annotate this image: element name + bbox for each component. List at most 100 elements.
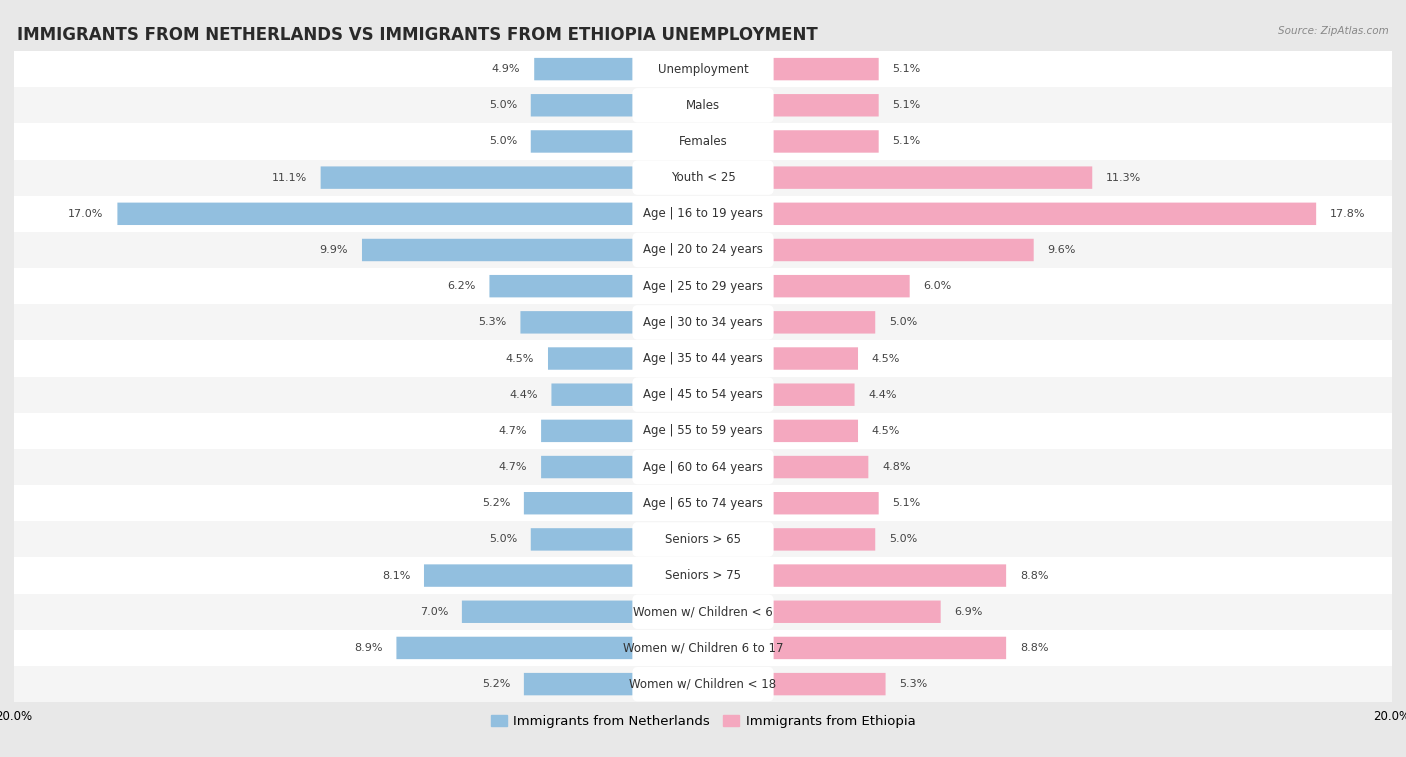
Text: 5.3%: 5.3% [900,679,928,689]
FancyBboxPatch shape [633,594,773,629]
Bar [14,232,1392,268]
FancyBboxPatch shape [703,58,879,80]
Text: 5.0%: 5.0% [489,100,517,111]
Text: 9.9%: 9.9% [319,245,349,255]
Text: 8.9%: 8.9% [354,643,382,653]
Text: 4.5%: 4.5% [506,354,534,363]
Text: 5.0%: 5.0% [889,534,917,544]
FancyBboxPatch shape [703,311,875,334]
Bar [14,341,1392,376]
Text: 4.9%: 4.9% [492,64,520,74]
Bar [14,449,1392,485]
FancyBboxPatch shape [524,673,703,696]
Text: 11.1%: 11.1% [271,173,307,182]
FancyBboxPatch shape [633,486,773,520]
Text: 4.5%: 4.5% [872,426,900,436]
Text: 17.0%: 17.0% [69,209,104,219]
Text: 6.2%: 6.2% [447,281,475,291]
Text: 7.0%: 7.0% [420,607,449,617]
Text: 5.1%: 5.1% [893,100,921,111]
FancyBboxPatch shape [703,347,858,369]
FancyBboxPatch shape [703,673,886,696]
Text: Unemployment: Unemployment [658,63,748,76]
Bar [14,413,1392,449]
Bar [14,522,1392,557]
Text: 17.8%: 17.8% [1330,209,1365,219]
Bar [14,268,1392,304]
Bar [14,304,1392,341]
Text: Age | 16 to 19 years: Age | 16 to 19 years [643,207,763,220]
FancyBboxPatch shape [703,565,1007,587]
Text: Women w/ Children 6 to 17: Women w/ Children 6 to 17 [623,641,783,655]
FancyBboxPatch shape [531,94,703,117]
Text: 5.0%: 5.0% [489,136,517,146]
Bar [14,666,1392,702]
Text: Age | 60 to 64 years: Age | 60 to 64 years [643,460,763,474]
FancyBboxPatch shape [633,413,773,448]
Bar [14,87,1392,123]
Bar [14,160,1392,196]
FancyBboxPatch shape [633,52,773,86]
FancyBboxPatch shape [425,565,703,587]
Bar [14,485,1392,522]
FancyBboxPatch shape [703,130,879,153]
FancyBboxPatch shape [633,667,773,701]
Text: 4.7%: 4.7% [499,426,527,436]
FancyBboxPatch shape [524,492,703,515]
Text: Males: Males [686,98,720,112]
Text: 4.7%: 4.7% [499,462,527,472]
FancyBboxPatch shape [633,124,773,159]
FancyBboxPatch shape [703,492,879,515]
FancyBboxPatch shape [361,238,703,261]
Text: 8.8%: 8.8% [1019,571,1049,581]
FancyBboxPatch shape [461,600,703,623]
FancyBboxPatch shape [633,631,773,665]
Text: 8.8%: 8.8% [1019,643,1049,653]
Text: 5.1%: 5.1% [893,64,921,74]
FancyBboxPatch shape [520,311,703,334]
Text: 5.3%: 5.3% [478,317,506,327]
FancyBboxPatch shape [534,58,703,80]
FancyBboxPatch shape [703,528,875,550]
FancyBboxPatch shape [633,559,773,593]
FancyBboxPatch shape [633,341,773,375]
Text: Source: ZipAtlas.com: Source: ZipAtlas.com [1278,26,1389,36]
FancyBboxPatch shape [633,160,773,195]
FancyBboxPatch shape [633,305,773,340]
FancyBboxPatch shape [541,456,703,478]
Text: 5.0%: 5.0% [489,534,517,544]
Text: Age | 20 to 24 years: Age | 20 to 24 years [643,244,763,257]
FancyBboxPatch shape [321,167,703,188]
FancyBboxPatch shape [117,203,703,225]
FancyBboxPatch shape [548,347,703,369]
FancyBboxPatch shape [489,275,703,298]
FancyBboxPatch shape [703,238,1033,261]
FancyBboxPatch shape [703,275,910,298]
FancyBboxPatch shape [703,600,941,623]
FancyBboxPatch shape [703,384,855,406]
FancyBboxPatch shape [531,528,703,550]
Text: 8.1%: 8.1% [382,571,411,581]
Bar [14,196,1392,232]
Text: Women w/ Children < 6: Women w/ Children < 6 [633,606,773,618]
FancyBboxPatch shape [531,130,703,153]
Text: 4.8%: 4.8% [882,462,911,472]
Text: 4.4%: 4.4% [869,390,897,400]
Bar [14,557,1392,593]
FancyBboxPatch shape [633,450,773,484]
FancyBboxPatch shape [541,419,703,442]
Text: 9.6%: 9.6% [1047,245,1076,255]
FancyBboxPatch shape [703,94,879,117]
Text: 11.3%: 11.3% [1107,173,1142,182]
FancyBboxPatch shape [633,522,773,556]
Text: 6.0%: 6.0% [924,281,952,291]
FancyBboxPatch shape [703,456,869,478]
FancyBboxPatch shape [633,88,773,123]
Text: 4.4%: 4.4% [509,390,537,400]
Text: Seniors > 65: Seniors > 65 [665,533,741,546]
Bar [14,593,1392,630]
Text: Age | 30 to 34 years: Age | 30 to 34 years [643,316,763,329]
FancyBboxPatch shape [633,197,773,231]
Text: Women w/ Children < 18: Women w/ Children < 18 [630,678,776,690]
Text: Age | 65 to 74 years: Age | 65 to 74 years [643,497,763,509]
